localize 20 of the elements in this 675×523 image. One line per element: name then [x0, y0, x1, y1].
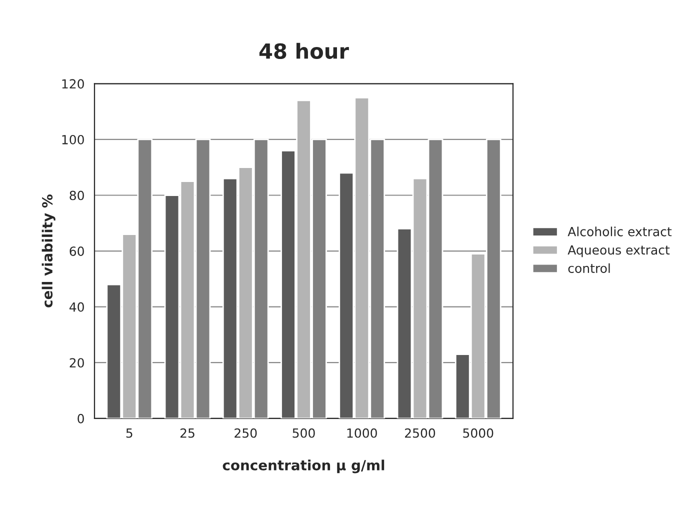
legend-label: Aqueous extract	[568, 245, 670, 258]
y-tick-label: 0	[78, 414, 84, 424]
y-tick-label: 20	[70, 358, 84, 368]
legend-label: control	[568, 263, 610, 274]
x-tick-label: 25	[180, 428, 194, 438]
x-tick-label: 5000	[463, 428, 494, 438]
y-tick-label: 100	[62, 134, 84, 144]
y-tick-label: 80	[70, 190, 84, 200]
x-tick-label: 5	[126, 428, 132, 438]
y-tick-label: 60	[70, 246, 84, 256]
x-tick-label: 250	[234, 428, 257, 438]
y-axis-title: cell viability %	[42, 194, 56, 308]
y-tick-label: 40	[69, 302, 84, 312]
x-tick-label: 1000	[347, 428, 377, 438]
y-tick-label: 120	[62, 79, 84, 89]
x-tick-label: 500	[292, 428, 315, 438]
x-axis-title: concentration μ g/ml	[222, 460, 384, 474]
x-tick-label: 2500	[405, 428, 436, 438]
chart-title: 48 hour	[259, 42, 349, 59]
legend-label: Alcoholic extract	[568, 226, 672, 236]
